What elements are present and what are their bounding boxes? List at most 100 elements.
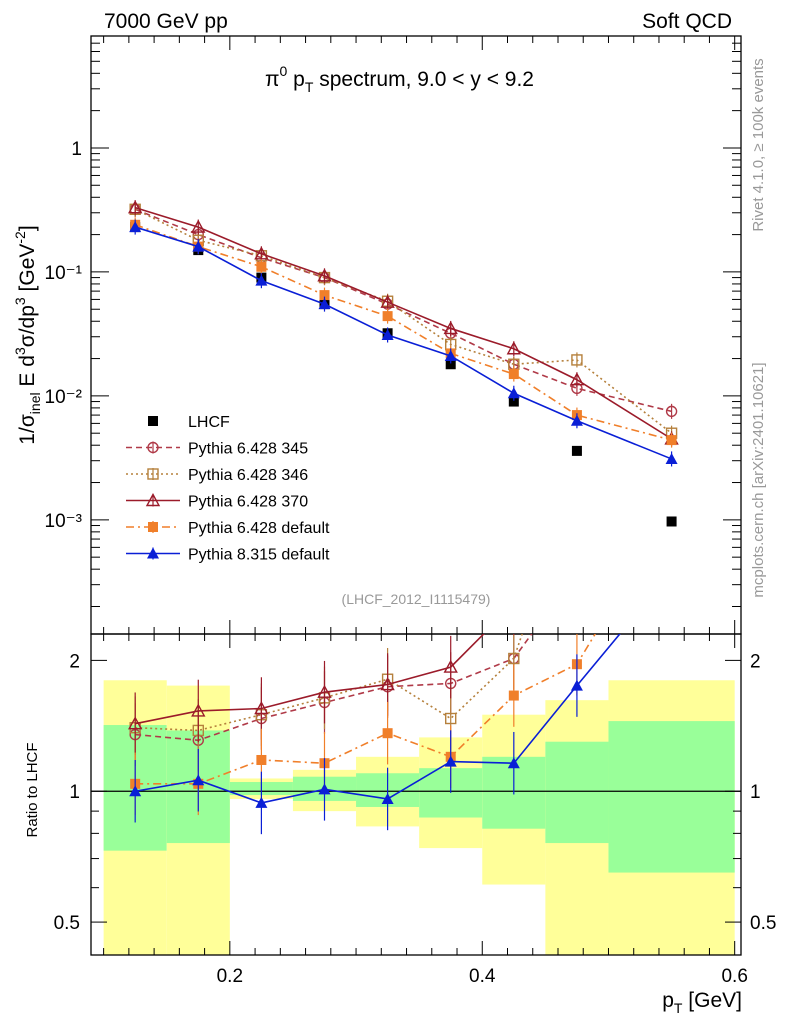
legend-entry-5: Pythia 8.315 default <box>126 547 330 564</box>
ratio-point <box>508 598 520 609</box>
legend-label: Pythia 6.428 370 <box>188 494 308 511</box>
ratio-point <box>666 497 678 508</box>
ylabel-e: ] <box>16 225 39 231</box>
ratio-point <box>192 774 205 786</box>
ylabel-c: σ/dp <box>16 305 39 347</box>
legend: LHCF Pythia 6.428 345 Pythia 6.428 346 Pyth… <box>126 414 330 564</box>
data-point <box>569 372 585 386</box>
ratio-point <box>508 652 520 665</box>
data-point <box>127 200 143 214</box>
series-line-4 <box>134 224 672 441</box>
y-tick-label: 10⁻¹ <box>45 263 83 284</box>
ylabel-sup3: -2 <box>12 231 28 244</box>
series-line-3 <box>134 206 673 440</box>
data-point <box>318 298 331 310</box>
x-tick-label: 0.4 <box>469 966 496 987</box>
x-tick-label: 0.2 <box>217 966 243 987</box>
legend-marker <box>145 493 161 507</box>
data-point <box>665 452 678 464</box>
series-3 <box>127 200 679 447</box>
data-point <box>444 349 457 361</box>
data-point <box>508 396 519 407</box>
ratio-y-ticks: 0.5 0.5 1 1 2 2 <box>54 651 777 934</box>
data-point <box>665 405 678 418</box>
legend-entry-2: Pythia 6.428 346 <box>126 467 308 484</box>
title-zero: 0 <box>280 63 288 79</box>
header-right: Soft QCD <box>642 10 732 33</box>
ratio-point <box>380 677 395 691</box>
ratio-point <box>570 679 583 691</box>
data-point <box>254 246 269 260</box>
data-point <box>443 320 458 335</box>
legend-marker <box>147 468 159 480</box>
ratio-point <box>382 728 393 739</box>
data-point <box>191 219 206 233</box>
ratio-panel: 0.2 0.4 0.6 0.5 0.5 1 1 2 2 <box>54 36 777 987</box>
ratio-point <box>444 755 457 767</box>
ylabel-a: 1/σ <box>16 414 39 445</box>
main-frame <box>90 35 742 635</box>
series-line-2 <box>134 208 673 434</box>
legend-label: Pythia 6.428 default <box>188 520 330 537</box>
x-tick-label: 0.6 <box>721 966 747 987</box>
data-point <box>192 240 205 252</box>
analysis-id: (LHCF_2012_I1115479) <box>342 591 491 607</box>
title-pi: π <box>265 68 280 91</box>
title-p: p <box>287 68 305 91</box>
data-point <box>506 341 521 355</box>
ratio-point <box>191 703 206 717</box>
legend-marker <box>147 441 159 454</box>
ylabel-sup1: 3 <box>12 347 28 355</box>
data-point <box>570 414 583 426</box>
y-tick-label: 1 <box>71 139 82 160</box>
ratio-point <box>443 659 458 673</box>
legend-entry-3: Pythia 6.428 370 <box>126 493 308 511</box>
ratio-point <box>507 757 520 769</box>
x-ticks: 0.2 0.4 0.6 <box>103 36 748 987</box>
ratio-series-4 <box>129 634 621 835</box>
data-point <box>507 387 520 399</box>
series-2 <box>129 201 678 441</box>
ratio-point <box>667 475 677 485</box>
data-point <box>129 221 142 233</box>
ratio-point <box>572 468 582 478</box>
ratio-line-3 <box>135 634 597 785</box>
ratio-point <box>127 716 143 730</box>
series-1 <box>129 201 678 419</box>
title-sub-t: T <box>305 79 314 95</box>
ratio-frame <box>90 633 742 956</box>
legend-label: Pythia 8.315 default <box>188 547 330 564</box>
series-line-1 <box>134 208 672 413</box>
legend-entry-1: Pythia 6.428 345 <box>126 441 308 458</box>
legend-marker <box>148 522 158 532</box>
xlabel-sub: T <box>674 1000 683 1016</box>
legend-entry-4: Pythia 6.428 default <box>126 520 330 537</box>
chart-title: π0 pT spectrum, 9.0 < y < 9.2 <box>265 63 534 95</box>
ratio-point <box>318 783 331 795</box>
side-label-rivet: Rivet 4.1.0, ≥ 100k events <box>750 58 767 231</box>
data-point <box>571 354 583 366</box>
data-point <box>508 369 519 380</box>
inner-band-8 <box>608 721 735 873</box>
side-label-mcplots: mcplots.cern.ch [arXiv:2401.10621] <box>750 362 767 597</box>
ylabel-d: [GeV <box>16 244 39 298</box>
ratio-series <box>127 468 678 835</box>
ylabel-sup2: 3 <box>12 297 28 305</box>
ratio-point <box>256 754 267 765</box>
legend-label: Pythia 6.428 346 <box>188 467 308 484</box>
ratio-y-tick-label-right: 2 <box>750 651 761 672</box>
ratio-y-tick-label-right: 1 <box>750 782 761 803</box>
y-ticks: 10⁻³ 10⁻² 10⁻¹ 1 <box>45 35 741 607</box>
title-rest: spectrum, 9.0 < y < 9.2 <box>313 68 534 91</box>
ylabel-sub: inel <box>27 392 43 414</box>
ratio-point <box>571 536 583 547</box>
y-tick-label: 10⁻² <box>45 387 83 408</box>
ylabel-b: E d <box>16 355 39 392</box>
data-point <box>380 294 395 308</box>
legend-marker <box>147 547 159 559</box>
legend-label: LHCF <box>188 414 230 431</box>
ratio-point <box>129 785 142 797</box>
ratio-point <box>508 690 519 701</box>
inner-band-7 <box>545 741 609 844</box>
